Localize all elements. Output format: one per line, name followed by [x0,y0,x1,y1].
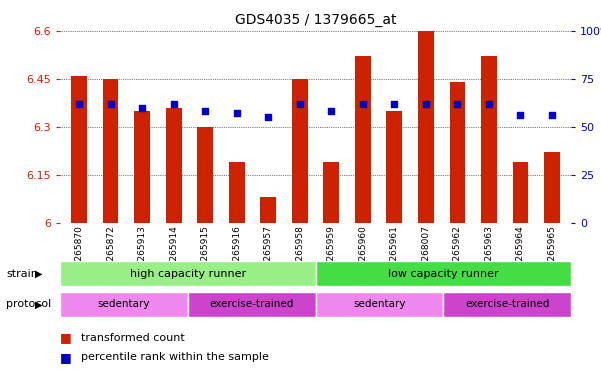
Text: ▶: ▶ [35,268,43,279]
Text: ▶: ▶ [35,299,43,310]
Point [263,114,273,120]
Point [484,101,494,107]
Text: sedentary: sedentary [98,299,150,310]
FancyBboxPatch shape [60,261,316,286]
Bar [229,162,245,223]
Point [200,108,210,114]
Text: protocol: protocol [6,299,51,310]
Text: low capacity runner: low capacity runner [388,268,499,279]
Point [421,101,431,107]
Point [453,101,462,107]
Bar [513,162,528,223]
Text: GDS4035 / 1379665_at: GDS4035 / 1379665_at [235,13,396,27]
Text: ■: ■ [60,331,72,344]
Bar [544,152,560,223]
Point [137,104,147,111]
Point [548,112,557,118]
FancyBboxPatch shape [60,292,188,317]
Text: high capacity runner: high capacity runner [130,268,246,279]
Bar [386,111,402,223]
Bar [450,82,465,223]
Bar [71,76,87,223]
FancyBboxPatch shape [316,292,443,317]
Text: exercise-trained: exercise-trained [210,299,294,310]
Bar [355,56,371,223]
Bar [418,31,434,223]
Text: ■: ■ [60,351,72,364]
Bar [292,79,308,223]
Point [516,112,525,118]
FancyBboxPatch shape [188,292,316,317]
Point [106,101,115,107]
Text: strain: strain [6,268,38,279]
Point [232,110,242,116]
Point [358,101,368,107]
Text: sedentary: sedentary [353,299,406,310]
Text: exercise-trained: exercise-trained [465,299,549,310]
Bar [103,79,118,223]
Point [74,101,84,107]
FancyBboxPatch shape [443,292,571,317]
Point [169,101,178,107]
Text: transformed count: transformed count [81,333,185,343]
Bar [481,56,497,223]
Bar [260,197,276,223]
Bar [323,162,339,223]
Bar [134,111,150,223]
Bar [197,127,213,223]
Bar [166,108,182,223]
Point [389,101,399,107]
Text: percentile rank within the sample: percentile rank within the sample [81,352,269,362]
FancyBboxPatch shape [316,261,571,286]
Point [326,108,336,114]
Point [295,101,305,107]
